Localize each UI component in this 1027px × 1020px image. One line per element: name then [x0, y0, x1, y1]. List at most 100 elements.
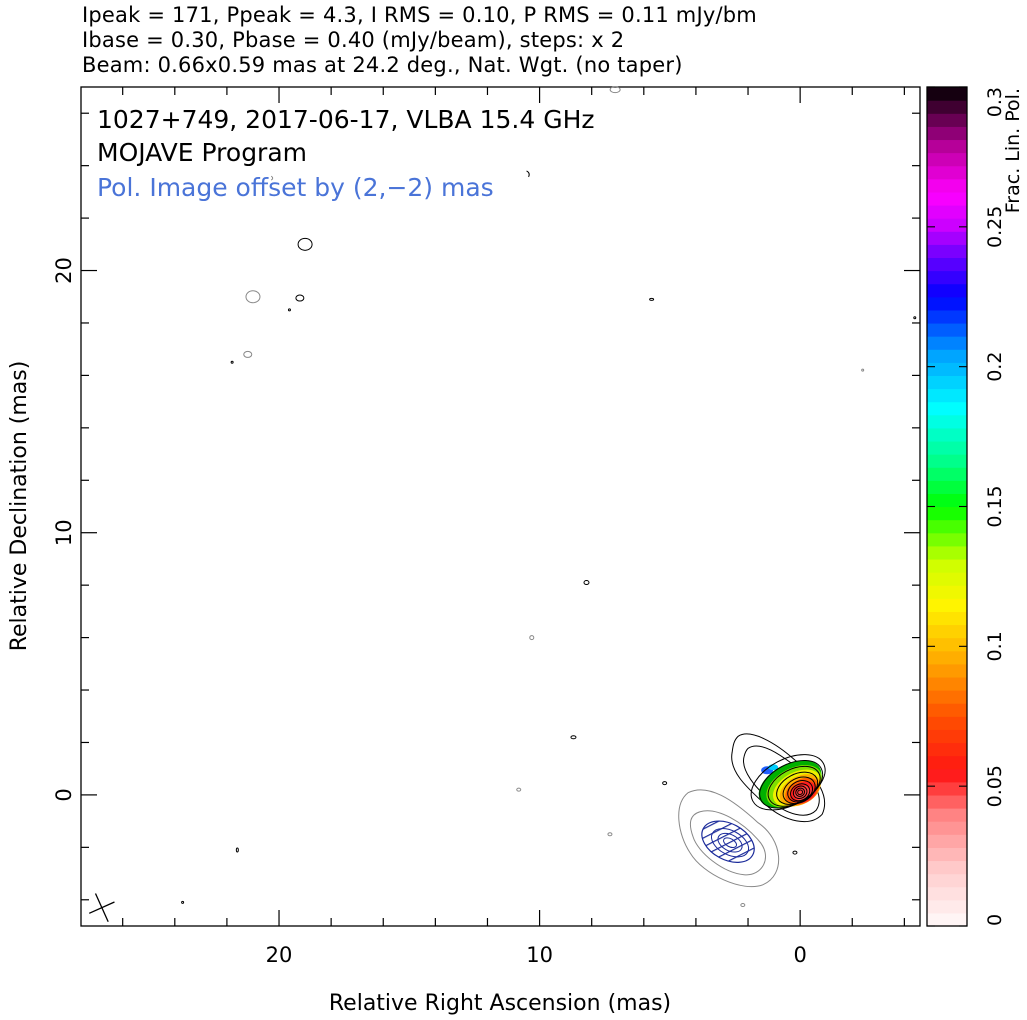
colorbar-segment: [927, 388, 967, 403]
stokes-i-contour: [797, 789, 804, 796]
colorbar-segment: [927, 768, 967, 783]
colorbar-segment: [927, 873, 967, 888]
noise-contour: [649, 297, 655, 301]
colorbar-segment: [927, 283, 967, 298]
colorbar-segment: [927, 178, 967, 193]
colorbar-segment: [927, 113, 967, 127]
source-annotation: 1027+749, 2017-06-17, VLBA 15.4 GHz: [97, 105, 595, 134]
noise-contour: [570, 735, 577, 740]
colorbar-segment: [927, 322, 967, 337]
colorbar-segment: [927, 467, 967, 481]
colorbar-segment: [927, 296, 967, 311]
colorbar-segment: [927, 427, 967, 442]
noise-contour: [529, 635, 535, 641]
y-tick-label: 20: [52, 257, 76, 284]
header-line-beam: Beam: 0.66x0.59 mas at 24.2 deg., Nat. W…: [82, 53, 683, 77]
colorbar-tick-label: 0.05: [984, 765, 1006, 807]
colorbar-segment: [927, 912, 967, 927]
y-tick-labels: 0 10 20: [52, 257, 76, 801]
colorbar-segment: [927, 637, 967, 652]
colorbar-segment: [927, 152, 967, 167]
colorbar-segment: [927, 821, 967, 835]
noise-contour: [861, 368, 865, 372]
x-tick-label: 0: [793, 943, 806, 967]
colorbar-segment: [927, 204, 967, 219]
colorbar-segment: [927, 585, 967, 599]
noise-contours: [181, 86, 917, 908]
colorbar-segment: [927, 624, 967, 639]
colorbar-segment: [927, 244, 967, 259]
noise-contour: [270, 175, 274, 181]
polarization-contours: [678, 789, 780, 888]
pol-contour: [717, 832, 743, 853]
colorbar-segment: [927, 676, 967, 691]
x-tick-labels: 20 10 0: [266, 943, 807, 967]
colorbar-ticks: 0 0.05 0.1 0.15 0.2 0.25 0.3: [927, 86, 1006, 927]
colorbar-segment: [927, 506, 967, 521]
colorbar-segment: [927, 558, 967, 573]
colorbar-segment: [927, 834, 967, 848]
colorbar-segment: [927, 519, 967, 534]
noise-contour: [913, 316, 917, 320]
colorbar-tick-label: 0.25: [984, 206, 1006, 248]
colorbar-segment: [927, 847, 967, 862]
noise-contour: [526, 170, 530, 178]
noise-contour: [609, 86, 621, 94]
colorbar-segment: [927, 270, 967, 285]
colorbar-tick-label: 0.2: [984, 352, 1006, 382]
colorbar-segment: [927, 781, 967, 796]
colorbar-segment: [927, 139, 967, 154]
colorbar-label: Frac. Lin. Pol.: [1002, 88, 1024, 213]
colorbar-segment: [927, 703, 967, 717]
x-tick-label: 20: [266, 943, 293, 967]
colorbar-segment: [927, 100, 967, 114]
colorbar-segment: [927, 860, 967, 875]
colorbar-segment: [927, 794, 967, 809]
stokes-i-contour: [782, 776, 816, 805]
stokes-i-contour: [795, 787, 806, 797]
colorbar-segment: [927, 650, 967, 665]
noise-contour: [607, 832, 613, 837]
header-line-peaks: Ipeak = 171, Ppeak = 4.3, I RMS = 0.10, …: [82, 3, 757, 27]
stokes-i-contour: [790, 783, 811, 802]
pol-contour: [710, 828, 750, 858]
noise-contour: [740, 903, 746, 908]
program-annotation: MOJAVE Program: [97, 138, 307, 167]
colorbar-segment: [927, 191, 967, 206]
colorbar-segment: [927, 729, 967, 744]
noise-contour: [583, 580, 590, 586]
stokes-i-contour: [731, 733, 826, 822]
colorbar-segment: [927, 218, 967, 232]
colorbar-segment: [927, 362, 967, 377]
noise-contour: [297, 237, 313, 251]
colorbar-segment: [927, 454, 967, 468]
colorbar: [927, 87, 967, 927]
colorbar-segment: [927, 611, 967, 626]
y-tick-label: 10: [52, 519, 76, 546]
beam-minor-axis: [88, 901, 115, 914]
noise-contour: [295, 294, 305, 302]
stokes-i-contours: [731, 733, 826, 822]
colorbar-tick-label: 0: [984, 914, 1006, 926]
colorbar-segment: [927, 126, 967, 141]
x-axis-label: Relative Right Ascension (mas): [329, 991, 671, 1016]
colorbar-segment: [927, 572, 967, 586]
noise-contour: [792, 850, 798, 855]
colorbar-segment: [927, 87, 967, 101]
pol-outer-contour: [678, 789, 780, 888]
noise-contour: [287, 308, 291, 312]
colorbar-segment: [927, 532, 967, 547]
colorbar-segment: [927, 336, 967, 350]
colorbar-segment: [927, 598, 967, 612]
noise-contour: [181, 900, 185, 904]
colorbar-segment: [927, 401, 967, 416]
colorbar-segment: [927, 808, 967, 822]
colorbar-segment: [927, 899, 967, 914]
colorbar-segment: [927, 231, 967, 245]
colorbar-segment: [927, 375, 967, 390]
noise-contour: [245, 290, 261, 304]
colorbar-segment: [927, 493, 967, 508]
noise-contour: [516, 787, 522, 792]
offset-annotation: Pol. Image offset by (2,−2) mas: [97, 173, 494, 202]
